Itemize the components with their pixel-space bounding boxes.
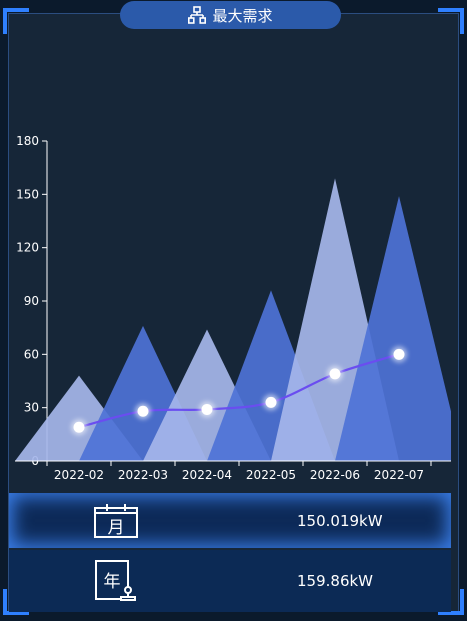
year-max-demand-value: 159.86kW: [297, 572, 374, 590]
line-point-2022-04: [201, 403, 213, 415]
x-tick-label: 2022-05: [246, 468, 296, 482]
corner-decoration: [3, 589, 29, 615]
y-tick-label: 120: [16, 241, 39, 255]
triangle-bar-2022-07: [335, 196, 451, 461]
line-point-2022-02: [73, 421, 85, 433]
year-stat-row: 年 159.86kW: [9, 550, 451, 612]
corner-decoration: [438, 8, 464, 34]
month-stat-row: 月 150.019kW: [9, 493, 451, 548]
svg-text:年: 年: [104, 572, 121, 592]
month-max-demand-value: 150.019kW: [297, 511, 383, 530]
line-point-2022-06: [329, 368, 341, 380]
y-tick-label: 150: [16, 187, 39, 201]
calendar-month-icon: 月: [94, 503, 138, 538]
svg-text:月: 月: [108, 518, 125, 538]
y-tick-label: 180: [16, 134, 39, 148]
calendar-year-icon: 年: [95, 560, 136, 601]
triangle-bar-group: [15, 178, 451, 462]
line-point-2022-03: [137, 405, 149, 417]
y-tick-label: 90: [24, 294, 39, 308]
x-tick-label: 2022-03: [118, 468, 168, 482]
x-tick-label: 2022-04: [182, 468, 232, 482]
x-tick-label: 2022-06: [310, 468, 360, 482]
demand-chart: 03060901201501802022-022022-032022-04202…: [15, 134, 451, 482]
y-tick-label: 60: [24, 347, 39, 361]
line-point-2022-07: [393, 348, 405, 360]
line-point-2022-05: [265, 396, 277, 408]
panel-title-pill: 最大需求: [120, 1, 341, 29]
panel-title: 最大需求: [212, 6, 273, 25]
corner-decoration: [438, 589, 464, 615]
corner-decoration: [3, 8, 29, 34]
x-tick-label: 2022-07: [374, 468, 424, 482]
hierarchy-icon: [188, 6, 207, 24]
y-tick-label: 30: [24, 401, 39, 415]
x-tick-label: 2022-02: [54, 468, 104, 482]
